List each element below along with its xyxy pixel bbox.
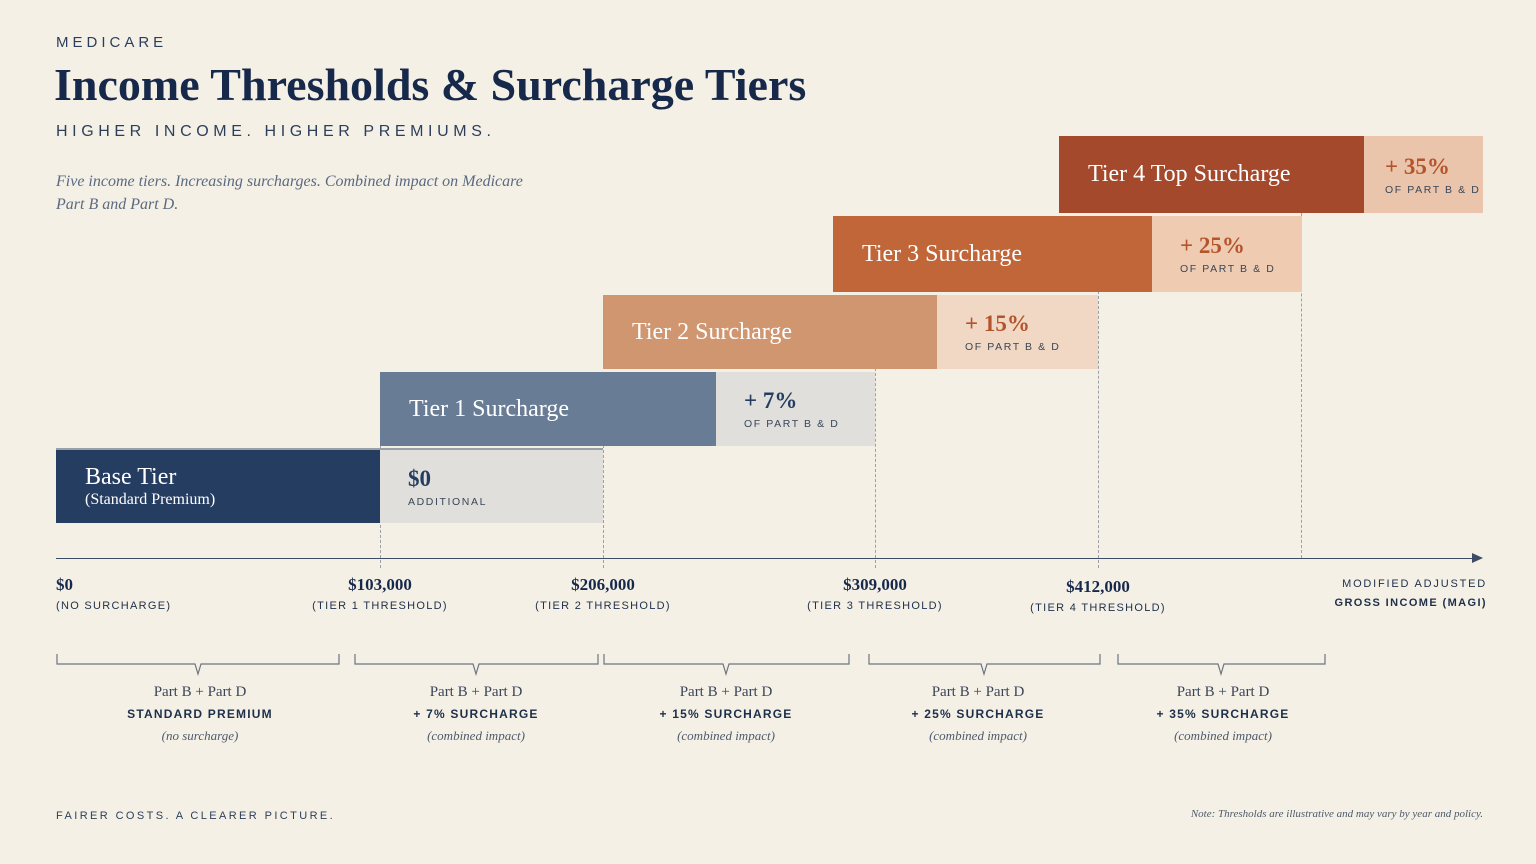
axis-tick-4: $412,000 (TIER 4 THRESHOLD) bbox=[1008, 577, 1188, 614]
page-subtitle: HIGHER INCOME. HIGHER PREMIUMS. bbox=[56, 123, 496, 140]
surcharge-box-4: + 35% OF PART B & D bbox=[1364, 136, 1483, 213]
brace-group-1 bbox=[354, 654, 599, 676]
group-line1: Part B + Part D bbox=[429, 684, 523, 700]
surcharge-box-3: + 25% OF PART B & D bbox=[1152, 216, 1302, 292]
surcharge-value: + 35% bbox=[1385, 153, 1450, 179]
tier-label-3: Tier 3 Surcharge bbox=[833, 216, 1022, 292]
tier-label-1: Tier 1 Surcharge bbox=[380, 372, 569, 446]
group-line2: + 7% SURCHARGE bbox=[413, 707, 539, 721]
tick-value: $0 bbox=[56, 575, 73, 594]
tier-name: Tier 2 Surcharge bbox=[632, 318, 792, 345]
impact-group-4: Part B + Part D + 35% SURCHARGE (combine… bbox=[1103, 684, 1343, 744]
surcharge-box-base: $0 ADDITIONAL bbox=[380, 450, 603, 523]
axis-tick-3: $309,000 (TIER 3 THRESHOLD) bbox=[785, 575, 965, 612]
tick-caption: (NO SURCHARGE) bbox=[56, 600, 172, 612]
group-line3: (combined impact) bbox=[1174, 728, 1272, 743]
tier-label-4: Tier 4 Top Surcharge bbox=[1059, 136, 1291, 213]
axis-title-line2: GROSS INCOME (MAGI) bbox=[1334, 597, 1487, 609]
group-line2: + 35% SURCHARGE bbox=[1156, 707, 1290, 721]
group-line1: Part B + Part D bbox=[679, 684, 773, 700]
impact-group-0: Part B + Part D STANDARD PREMIUM (no sur… bbox=[80, 684, 320, 744]
impact-group-3: Part B + Part D + 25% SURCHARGE (combine… bbox=[858, 684, 1098, 744]
brace-group-0 bbox=[56, 654, 340, 676]
axis-tick-0: $0 (NO SURCHARGE) bbox=[56, 575, 256, 612]
group-line1: Part B + Part D bbox=[931, 684, 1025, 700]
brace-group-3 bbox=[868, 654, 1101, 676]
magi-axis-line bbox=[56, 558, 1474, 559]
group-line3: (combined impact) bbox=[929, 728, 1027, 743]
surcharge-value: + 25% bbox=[1180, 233, 1245, 258]
surcharge-box-2: + 15% OF PART B & D bbox=[937, 295, 1098, 369]
tick-caption: (TIER 4 THRESHOLD) bbox=[1030, 602, 1166, 614]
axis-arrow-icon bbox=[1472, 553, 1483, 563]
tier-bar-4: Tier 4 Top Surcharge bbox=[1059, 136, 1364, 213]
guide-line-top bbox=[1301, 213, 1302, 558]
tier-bar-1: Tier 1 Surcharge bbox=[380, 372, 716, 446]
tick-value: $309,000 bbox=[843, 575, 907, 594]
group-line1: Part B + Part D bbox=[153, 684, 247, 700]
tier-name: Base Tier bbox=[85, 464, 177, 490]
tier-bar-3: Tier 3 Surcharge bbox=[833, 216, 1152, 292]
brace-group-2 bbox=[603, 654, 850, 676]
group-line3: (combined impact) bbox=[427, 728, 525, 743]
tick-value: $412,000 bbox=[1066, 577, 1130, 596]
tier-bar-2: Tier 2 Surcharge bbox=[603, 295, 937, 369]
surcharge-value: + 15% bbox=[965, 311, 1030, 336]
group-line1: Part B + Part D bbox=[1176, 684, 1270, 700]
group-line3: (no surcharge) bbox=[161, 728, 239, 743]
brace-group-4 bbox=[1117, 654, 1326, 676]
impact-group-2: Part B + Part D + 15% SURCHARGE (combine… bbox=[606, 684, 846, 744]
surcharge-value: + 7% bbox=[744, 388, 798, 413]
group-line3: (combined impact) bbox=[677, 728, 775, 743]
tier-name: Tier 3 Surcharge bbox=[862, 240, 1022, 267]
axis-tick-1: $103,000 (TIER 1 THRESHOLD) bbox=[290, 575, 470, 612]
tier-label-base: Base Tier (Standard Premium) bbox=[56, 450, 215, 523]
page-description: Five income tiers. Increasing surcharges… bbox=[56, 173, 523, 213]
tick-caption: (TIER 1 THRESHOLD) bbox=[312, 600, 448, 612]
tick-caption: (TIER 2 THRESHOLD) bbox=[535, 600, 671, 612]
guide-line-tier4 bbox=[1098, 291, 1099, 568]
axis-title-line1: MODIFIED ADJUSTED bbox=[1342, 578, 1487, 590]
tier-sublabel: (Standard Premium) bbox=[85, 491, 216, 508]
tier-label-2: Tier 2 Surcharge bbox=[603, 295, 792, 369]
axis-title: MODIFIED ADJUSTED GROSS INCOME (MAGI) bbox=[1290, 578, 1487, 609]
tier-bar-base: Base Tier (Standard Premium) $0 ADDITION… bbox=[56, 448, 603, 523]
guide-line-tier3 bbox=[875, 368, 876, 568]
tick-value: $206,000 bbox=[571, 575, 635, 594]
tier-name: Tier 1 Surcharge bbox=[409, 395, 569, 422]
surcharge-note: OF PART B & D bbox=[1385, 183, 1481, 196]
footer-tagline: FAIRER COSTS. A CLEARER PICTURE. bbox=[56, 810, 336, 822]
surcharge-note: OF PART B & D bbox=[965, 341, 1061, 353]
axis-tick-2: $206,000 (TIER 2 THRESHOLD) bbox=[513, 575, 693, 612]
group-line2: STANDARD PREMIUM bbox=[127, 707, 273, 721]
eyebrow-label: MEDICARE bbox=[56, 34, 168, 51]
tier-name: Tier 4 Top Surcharge bbox=[1088, 161, 1291, 187]
page-title: Income Thresholds & Surcharge Tiers bbox=[54, 59, 807, 110]
tick-value: $103,000 bbox=[348, 575, 412, 594]
surcharge-box-1: + 7% OF PART B & D bbox=[716, 372, 875, 446]
tier-bar-base-fill: Base Tier (Standard Premium) bbox=[56, 450, 380, 523]
surcharge-note: OF PART B & D bbox=[1180, 263, 1276, 275]
surcharge-note: ADDITIONAL bbox=[408, 495, 488, 508]
group-line2: + 15% SURCHARGE bbox=[659, 707, 793, 721]
group-line2: + 25% SURCHARGE bbox=[911, 707, 1045, 721]
footer-note: Note: Thresholds are illustrative and ma… bbox=[1190, 808, 1483, 820]
surcharge-note: OF PART B & D bbox=[744, 418, 840, 430]
tick-caption: (TIER 3 THRESHOLD) bbox=[807, 600, 943, 612]
surcharge-value: $0 bbox=[408, 465, 431, 491]
guide-line-tier2 bbox=[603, 445, 604, 568]
impact-group-1: Part B + Part D + 7% SURCHARGE (combined… bbox=[356, 684, 596, 744]
